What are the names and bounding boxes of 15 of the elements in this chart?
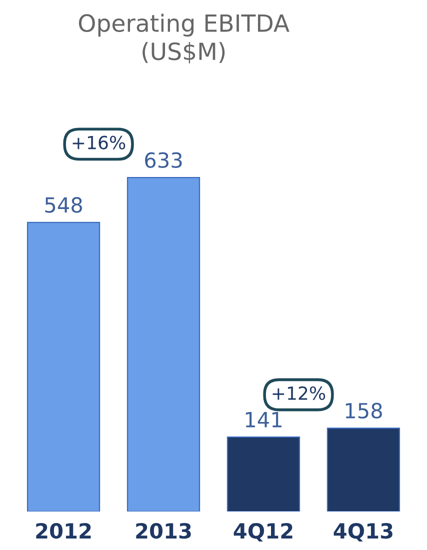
chart-title: Operating EBITDA (US$M) [78,14,290,64]
data-label: 633 [145,152,182,168]
bar [26,222,100,512]
data-label: 141 [246,412,282,428]
data-label: 548 [45,197,82,213]
bar [226,436,300,512]
bar [326,428,400,512]
bar [126,177,200,512]
x-tick-label: 2013 [136,522,191,539]
x-tick-label: 2012 [36,522,91,539]
annotation: +12% [272,386,326,400]
x-tick-label: 4Q12 [234,522,292,542]
data-label: 158 [346,402,382,419]
text: +16% [72,136,126,150]
x-tick-label: 4Q13 [334,522,392,542]
